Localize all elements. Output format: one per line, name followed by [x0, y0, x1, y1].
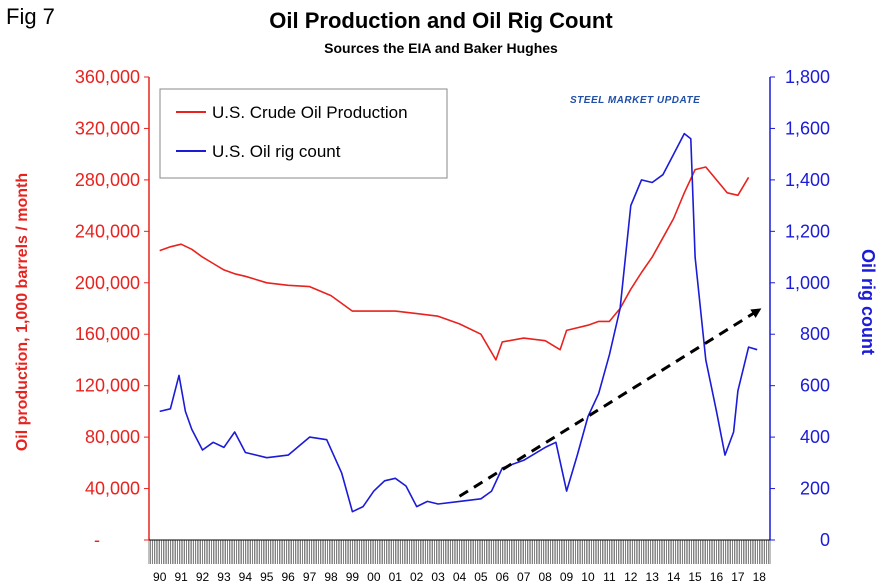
right-tick-label: 200: [800, 479, 830, 499]
chart-subtitle: Sources the EIA and Baker Hughes: [324, 40, 558, 56]
x-tick-label: 01: [389, 570, 403, 584]
x-tick-label: 95: [260, 570, 274, 584]
left-axis-label: Oil production, 1,000 barrels / month: [14, 173, 31, 451]
legend-box: [159, 88, 448, 179]
x-axis-ticks: 90 91 92 93 94 95 96 97 98 99 00 01 02 03 04 05 06 07 08 09…: [153, 570, 766, 584]
right-tick-label: 0: [820, 530, 830, 550]
x-tick-label: 08: [538, 570, 552, 584]
series-layer: [159, 132, 762, 513]
left-axis-ticks: - 40,000 80,000 120,000 160,000 200,000 240,00…: [75, 67, 149, 550]
right-axis-ticks: 0 200 400 600 800 1,000 1,200 1,400 1,600 1,800: [770, 67, 830, 550]
left-tick-label: 240,000: [75, 221, 140, 241]
left-tick-label: 120,000: [75, 376, 140, 396]
left-tick-label: 280,000: [75, 170, 140, 190]
x-tick-label: 16: [710, 570, 724, 584]
right-tick-label: 600: [800, 376, 830, 396]
x-tick-label: 97: [303, 570, 317, 584]
x-tick-label: 09: [560, 570, 574, 584]
left-tick-label: 200,000: [75, 273, 140, 293]
x-tick-label: 13: [646, 570, 660, 584]
x-tick-label: 14: [667, 570, 681, 584]
watermark-logo: STEEL MARKET UPDATE: [570, 95, 701, 106]
x-tick-label: 00: [367, 570, 381, 584]
legend-label-production: U.S. Crude Oil Production: [212, 103, 408, 122]
legend: U.S. Crude Oil Production U.S. Oil rig c…: [159, 88, 448, 179]
series-line-production: [159, 166, 750, 361]
x-tick-label: 15: [688, 570, 702, 584]
x-tick-label: 05: [474, 570, 488, 584]
left-tick-label: 320,000: [75, 118, 140, 138]
x-tick-label: 17: [731, 570, 745, 584]
x-tick-label: 12: [624, 570, 638, 584]
x-tick-label: 93: [217, 570, 231, 584]
right-tick-label: 1,000: [785, 273, 830, 293]
x-tick-label: 94: [239, 570, 253, 584]
chart-title: Oil Production and Oil Rig Count: [269, 8, 613, 33]
x-tick-label: 11: [603, 570, 616, 584]
left-tick-label: 80,000: [85, 427, 140, 447]
x-tick-label: 91: [174, 570, 188, 584]
x-tick-label: 10: [581, 570, 595, 584]
right-tick-label: 400: [800, 427, 830, 447]
right-tick-label: 1,400: [785, 170, 830, 190]
left-tick-label: 360,000: [75, 67, 140, 87]
right-tick-label: 1,200: [785, 221, 830, 241]
right-axis-label: Oil rig count: [858, 249, 878, 355]
x-tick-label: 03: [431, 570, 445, 584]
axes: [148, 77, 771, 564]
left-tick-label: 40,000: [85, 479, 140, 499]
left-tick-label: 160,000: [75, 324, 140, 344]
x-tick-label: 98: [324, 570, 338, 584]
series-line-rigs: [159, 132, 758, 513]
x-tick-label: 99: [346, 570, 360, 584]
legend-label-rigs: U.S. Oil rig count: [212, 142, 341, 161]
trend-arrow: [458, 308, 762, 498]
right-tick-label: 800: [800, 324, 830, 344]
x-tick-label: 92: [196, 570, 210, 584]
x-tick-label: 04: [453, 570, 467, 584]
x-tick-label: 90: [153, 570, 167, 584]
right-tick-label: 1,600: [785, 118, 830, 138]
x-tick-label: 07: [517, 570, 531, 584]
x-tick-label: 06: [496, 570, 510, 584]
figure-label: Fig 7: [6, 4, 55, 29]
x-tick-label: 02: [410, 570, 424, 584]
left-tick-label: -: [94, 530, 100, 550]
x-tick-label: 96: [282, 570, 296, 584]
x-tick-label: 18: [753, 570, 767, 584]
right-tick-label: 1,800: [785, 67, 830, 87]
